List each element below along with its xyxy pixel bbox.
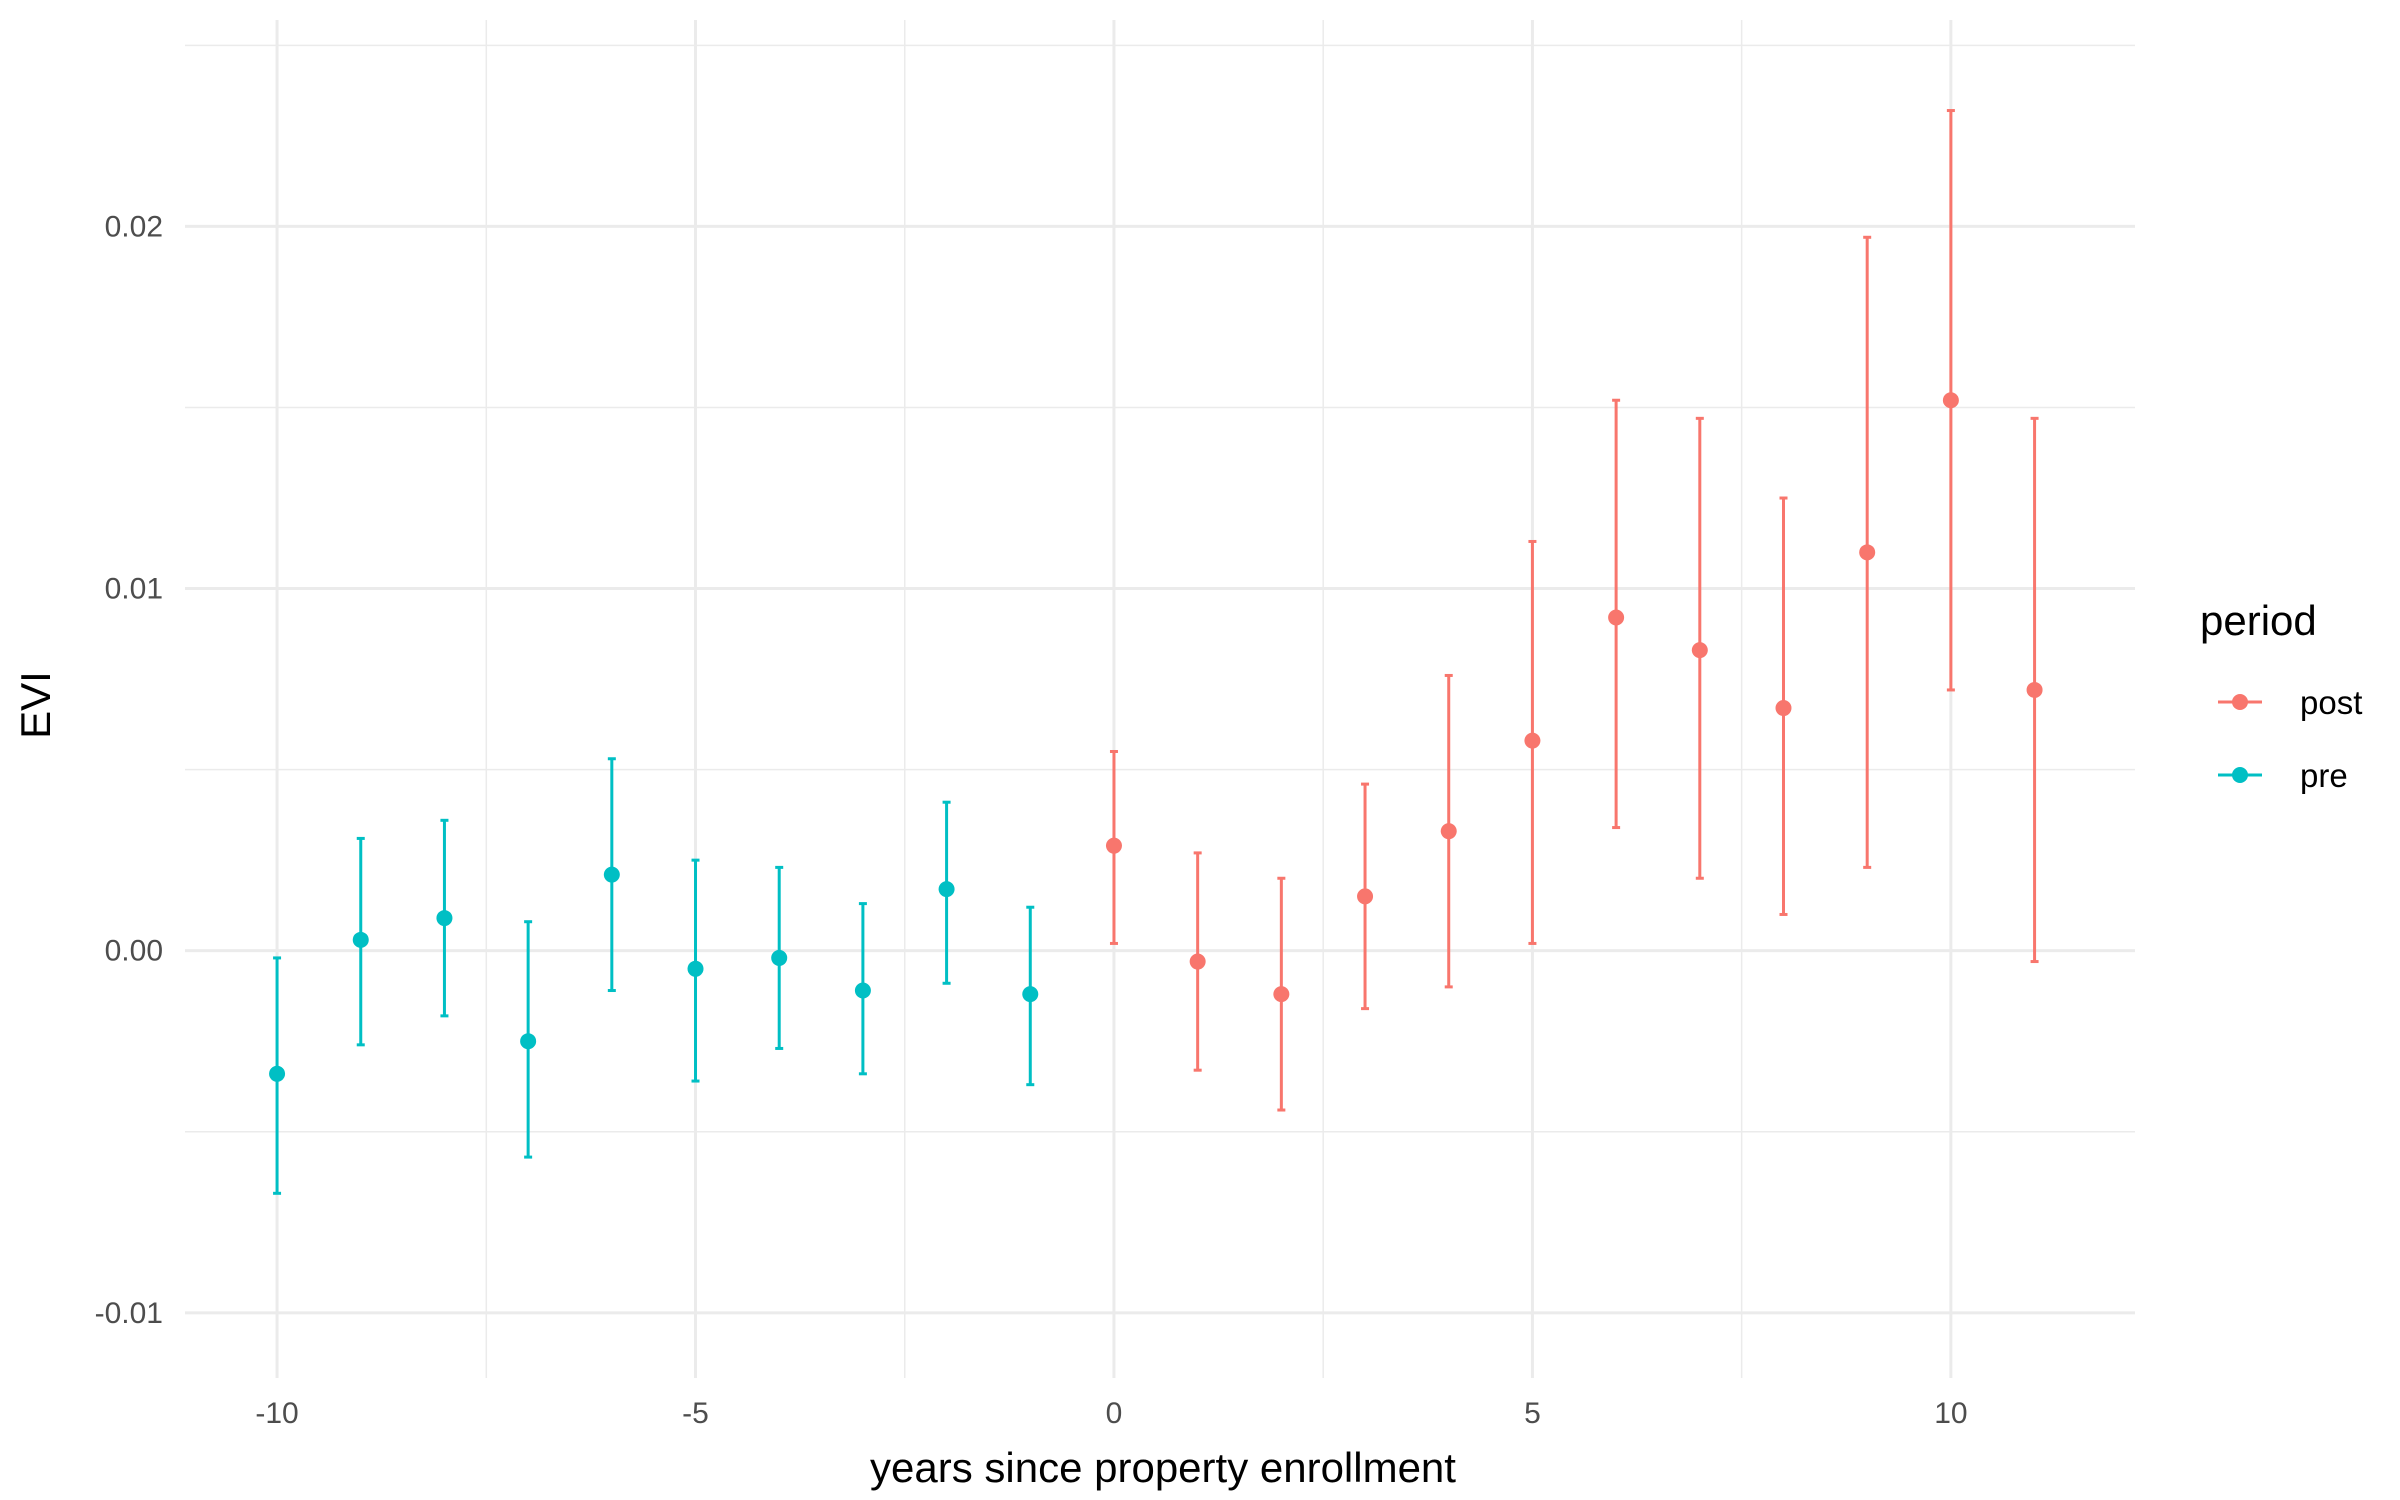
y-axis-title: EVI [12,671,59,739]
x-tick-label: -10 [255,1397,298,1430]
point-pre [520,1033,537,1050]
legend-key-point [2232,767,2248,783]
point-post [1273,986,1290,1003]
point-pre [269,1065,286,1082]
y-axis-ticks: -0.01 0.00 0.01 0.02 [95,210,163,1329]
point-post [1357,888,1374,905]
point-pre [603,866,620,883]
y-tick-label: 0.02 [105,210,163,243]
legend-item-post: post [2218,684,2362,721]
point-pre [1022,986,1039,1003]
point-post [1189,953,1206,970]
point-post [1524,732,1541,749]
legend-label: post [2300,684,2362,721]
x-tick-label: 10 [1934,1397,1967,1430]
point-post [1105,837,1122,854]
point-pre [352,931,369,948]
y-tick-label: 0.00 [105,935,163,968]
point-post [1859,544,1876,561]
point-pre [436,910,453,927]
point-post [1775,700,1792,717]
x-axis-ticks: -10 -5 0 5 10 [255,1397,1967,1430]
point-pre [938,881,955,898]
x-tick-label: 0 [1106,1397,1123,1430]
legend-label: pre [2300,757,2348,794]
errorbars [273,109,2039,1195]
gridlines [185,20,2135,1378]
legend-title: period [2200,597,2317,644]
point-post [1942,392,1959,409]
legend: period post pre [2200,597,2362,794]
point-post [1440,823,1457,840]
point-post [2026,681,2043,698]
legend-key-point [2232,694,2248,710]
x-tick-label: -5 [682,1397,709,1430]
point-pre [687,960,704,977]
x-axis-title: years since property enrollment [870,1444,1456,1491]
x-tick-label: 5 [1524,1397,1541,1430]
point-post [1608,609,1625,626]
y-tick-label: 0.01 [105,573,163,606]
data-points [269,392,2043,1082]
point-pre [854,982,871,999]
point-post [1691,642,1708,659]
legend-item-pre: pre [2218,757,2348,794]
point-pre [771,949,788,966]
y-tick-label: -0.01 [95,1297,163,1330]
legend-items: post pre [2218,684,2362,794]
